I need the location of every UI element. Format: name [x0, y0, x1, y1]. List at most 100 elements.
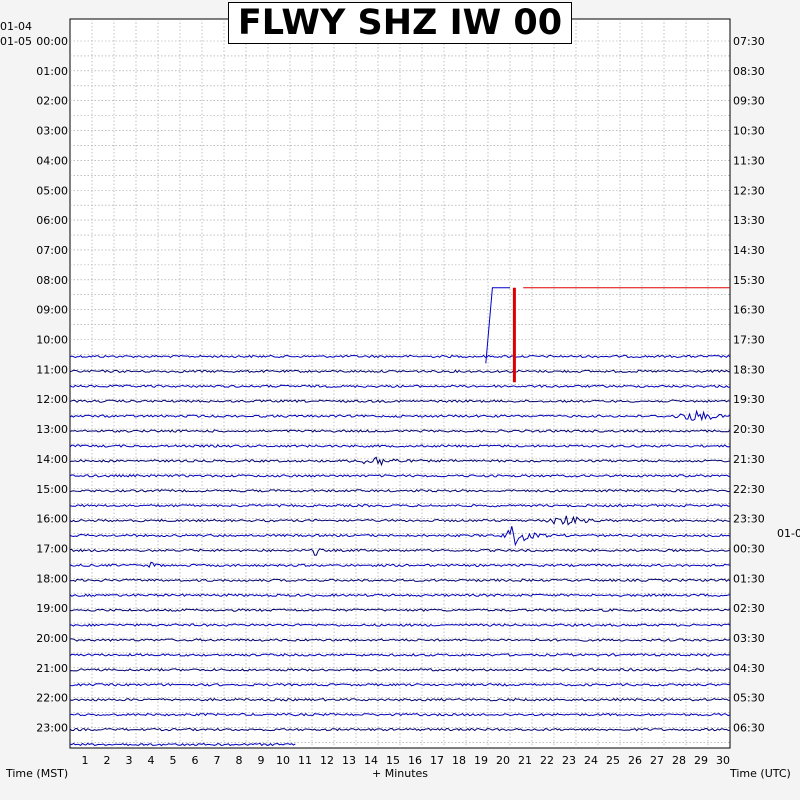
x-tick-label: 11 — [298, 754, 312, 767]
right-hour-label: 12:30 — [733, 184, 765, 197]
grid-lines — [70, 19, 730, 748]
left-hour-label: 16:00 — [36, 513, 68, 526]
x-tick-label: 23 — [562, 754, 576, 767]
left-axis-label: Time (MST) — [5, 767, 68, 780]
right-hour-label: 14:30 — [733, 244, 765, 257]
seismic-trace — [69, 697, 731, 702]
left-hour-label: 17:00 — [36, 542, 68, 555]
x-tick-label: 21 — [518, 754, 532, 767]
x-tick-label: 29 — [694, 754, 708, 767]
x-tick-label: 2 — [104, 754, 111, 767]
x-tick-label: 17 — [430, 754, 444, 767]
left-hour-label: 02:00 — [36, 95, 68, 108]
right-hour-labels: 07:30 08:30 09:30 10:30 11:30 12:30 13:30 14:30… — [733, 35, 765, 735]
seismic-trace — [69, 409, 731, 422]
seismic-trace — [69, 526, 731, 547]
right-hour-label: 23:30 — [733, 513, 765, 526]
right-hour-label: 09:30 — [733, 95, 765, 108]
seismic-trace — [69, 653, 731, 657]
x-tick-label: 5 — [170, 754, 177, 767]
left-hour-label: 15:00 — [36, 483, 68, 496]
seismic-trace — [69, 561, 731, 568]
x-tick-label: 30 — [716, 754, 730, 767]
x-tick-label: 25 — [606, 754, 620, 767]
x-tick-labels: 1 2 3 4 5 6 7 8 9 10 11 12 13 14 15 16 17 18 19 20 21 22 23 24 2… — [82, 754, 731, 767]
x-tick-label: 20 — [496, 754, 510, 767]
left-hour-label: 20:00 — [36, 632, 68, 645]
seismic-trace — [69, 369, 731, 374]
x-tick-label: 14 — [364, 754, 378, 767]
left-hour-label: 22:00 — [36, 692, 68, 705]
x-tick-label: 16 — [408, 754, 422, 767]
x-axis-label: + Minutes — [372, 767, 428, 780]
x-tick-label: 1 — [82, 754, 89, 767]
x-tick-label: 15 — [386, 754, 400, 767]
right-hour-label: 02:30 — [733, 602, 765, 615]
right-hour-label: 01:30 — [733, 572, 765, 585]
seismic-events — [485, 287, 730, 383]
x-tick-label: 7 — [214, 754, 221, 767]
seismic-trace — [70, 638, 731, 642]
offset-step-trace — [485, 287, 510, 364]
right-axis-label: Time (UTC) — [729, 767, 791, 780]
seismic-trace — [69, 682, 731, 687]
right-hour-label: 17:30 — [733, 334, 765, 347]
seismic-trace — [69, 429, 731, 433]
seismic-trace — [69, 548, 731, 556]
seismic-trace — [69, 593, 731, 597]
left-hour-label: 13:00 — [36, 423, 68, 436]
left-hour-label: 07:00 — [36, 244, 68, 257]
left-hour-label: 23:00 — [36, 722, 68, 735]
seismic-trace — [69, 712, 731, 717]
seismic-traces — [69, 354, 731, 747]
right-hour-label: 21:30 — [733, 453, 765, 466]
left-hour-label: 18:00 — [36, 572, 68, 585]
left-date-start: 01-05 — [0, 35, 32, 48]
left-hour-label: 21:00 — [36, 662, 68, 675]
right-hour-label: 18:30 — [733, 363, 765, 376]
seismic-trace — [69, 456, 731, 467]
seismic-trace — [69, 503, 731, 508]
x-tick-label: 19 — [474, 754, 488, 767]
left-hour-labels: 00:00 01:00 02:00 03:00 04:00 05:00 06:00 07:00… — [36, 35, 68, 735]
seismic-trace — [69, 727, 731, 732]
right-hour-label: 19:30 — [733, 393, 765, 406]
x-tick-label: 6 — [192, 754, 199, 767]
seismic-trace — [69, 742, 296, 747]
left-hour-label: 12:00 — [36, 393, 68, 406]
seismic-trace — [69, 384, 731, 388]
left-hour-label: 11:00 — [36, 363, 68, 376]
seismic-trace — [69, 623, 731, 627]
left-hour-label: 04:00 — [36, 154, 68, 167]
right-hour-label: 20:30 — [733, 423, 765, 436]
seismic-trace — [69, 578, 731, 583]
seismic-trace — [69, 399, 731, 404]
right-hour-label: 22:30 — [733, 483, 765, 496]
x-tick-label: 24 — [584, 754, 598, 767]
right-hour-label: 06:30 — [733, 722, 765, 735]
x-tick-label: 26 — [628, 754, 642, 767]
x-tick-label: 4 — [148, 754, 155, 767]
left-hour-label: 05:00 — [36, 184, 68, 197]
right-hour-label: 08:30 — [733, 65, 765, 78]
left-hour-label: 03:00 — [36, 125, 68, 138]
left-hour-label: 00:00 — [36, 35, 68, 48]
left-hour-label: 19:00 — [36, 602, 68, 615]
x-tick-label: 28 — [672, 754, 686, 767]
left-hour-label: 10:00 — [36, 334, 68, 347]
seismic-trace — [69, 473, 731, 478]
left-hour-label: 06:00 — [36, 214, 68, 227]
left-hour-label: 09:00 — [36, 304, 68, 317]
seismic-trace — [69, 444, 731, 448]
seismic-trace — [69, 354, 731, 359]
x-tick-label: 12 — [320, 754, 334, 767]
left-hour-label: 01:00 — [36, 65, 68, 78]
right-hour-label: 05:30 — [733, 692, 765, 705]
seismic-trace — [69, 515, 731, 526]
seismic-trace — [69, 489, 731, 493]
x-tick-label: 27 — [650, 754, 664, 767]
x-tick-label: 22 — [540, 754, 554, 767]
seismic-trace — [69, 608, 731, 612]
right-hour-label: 13:30 — [733, 214, 765, 227]
